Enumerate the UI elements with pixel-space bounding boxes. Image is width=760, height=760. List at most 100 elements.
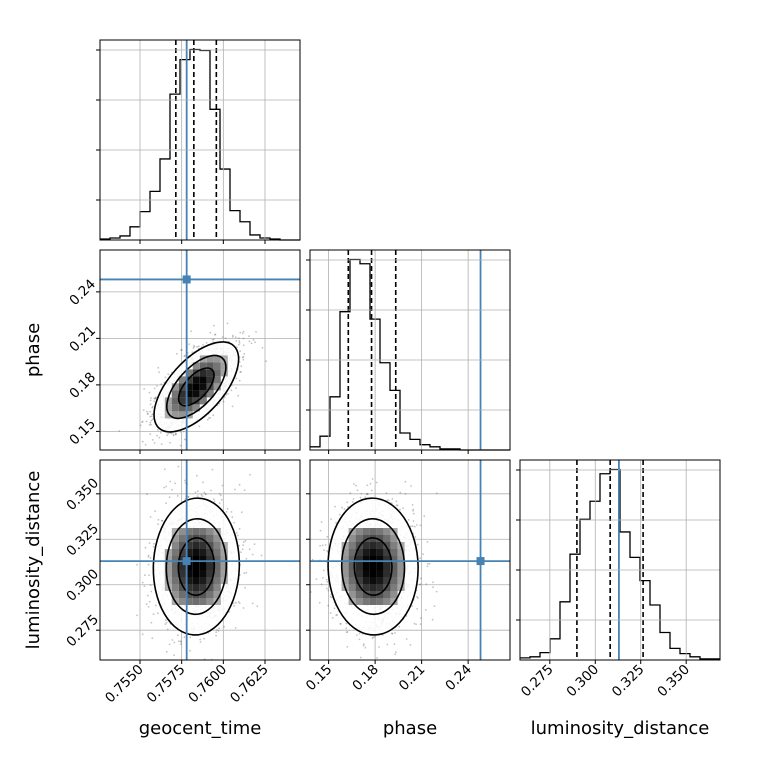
scatter-geocent-time-vs-phase-point (153, 400, 156, 403)
scatter-geocent-time-vs-luminosity-distance-density-cell (171, 535, 179, 542)
scatter-geocent-time-vs-luminosity-distance-point (147, 563, 150, 566)
scatter-geocent-time-vs-luminosity-distance-point (203, 637, 206, 640)
xtick-label-geocent-time-2: 0.7600 (185, 662, 230, 707)
scatter-geocent-time-vs-phase-density-cell (220, 355, 228, 363)
scatter-geocent-time-vs-luminosity-distance-point (180, 643, 182, 646)
scatter-geocent-time-vs-luminosity-distance-point (157, 523, 160, 526)
scatter-geocent-time-vs-luminosity-distance-density-cell (213, 591, 221, 598)
scatter-geocent-time-vs-luminosity-distance-point (147, 606, 150, 608)
scatter-geocent-time-vs-phase-density-cell (185, 369, 193, 377)
scatter-geocent-time-vs-phase-point (154, 396, 157, 399)
scatter-geocent-time-vs-phase-point (240, 365, 243, 368)
scatter-geocent-time-vs-luminosity-distance-density-cell (213, 577, 221, 584)
scatter-geocent-time-vs-phase-density-cell (171, 397, 179, 405)
scatter-geocent-time-vs-luminosity-distance-point (165, 650, 168, 653)
ytick-label-luminosity-distance-0: 0.275 (63, 612, 102, 651)
scatter-phase-vs-luminosity-distance-point (319, 529, 322, 532)
scatter-phase-vs-luminosity-distance-point (371, 637, 374, 640)
scatter-geocent-time-vs-luminosity-distance-point (184, 479, 186, 482)
scatter-geocent-time-vs-phase-point (170, 432, 173, 435)
scatter-geocent-time-vs-luminosity-distance-point (249, 473, 252, 476)
scatter-geocent-time-vs-luminosity-distance-point (148, 600, 151, 603)
scatter-phase-vs-luminosity-distance-points (310, 460, 510, 660)
scatter-geocent-time-vs-luminosity-distance-density-cell (185, 549, 193, 556)
scatter-geocent-time-vs-phase-point (242, 355, 245, 358)
scatter-geocent-time-vs-phase-point (149, 410, 152, 413)
scatter-geocent-time-vs-phase-point (156, 434, 159, 437)
scatter-geocent-time-vs-luminosity-distance-density-cell (199, 542, 207, 549)
scatter-geocent-time-vs-luminosity-distance-density-cell (171, 591, 179, 598)
xtick-label-luminosity-distance-0: 0.275 (518, 662, 557, 701)
scatter-geocent-time-vs-phase-density-cell (192, 383, 200, 391)
scatter-geocent-time-vs-phase-density-cell (192, 376, 200, 384)
scatter-geocent-time-vs-phase-point (151, 413, 154, 416)
scatter-geocent-time-vs-phase-point (149, 415, 152, 418)
scatter-geocent-time-vs-phase-point (238, 379, 241, 382)
scatter-geocent-time-vs-phase-point (192, 344, 195, 347)
scatter-geocent-time-vs-phase-density-cell (199, 376, 207, 384)
scatter-phase-vs-luminosity-distance-point (311, 558, 314, 561)
scatter-geocent-time-vs-phase-density-cell (178, 411, 186, 419)
xtick-label-geocent-time-0: 0.7550 (102, 662, 147, 707)
scatter-geocent-time-vs-luminosity-distance-point (152, 613, 155, 616)
scatter-geocent-time-vs-luminosity-distance-point (164, 619, 167, 622)
scatter-geocent-time-vs-phase-point (151, 405, 154, 408)
scatter-phase-vs-luminosity-distance-point (428, 563, 431, 565)
scatter-phase-vs-luminosity-distance-point (360, 492, 363, 495)
xtick-label-luminosity-distance-2: 0.325 (609, 662, 648, 701)
scatter-geocent-time-vs-luminosity-distance-point (242, 544, 245, 546)
scatter-geocent-time-vs-phase-point (221, 336, 224, 338)
scatter-geocent-time-vs-luminosity-distance-density-cell (178, 528, 186, 535)
scatter-geocent-time-vs-phase-point (158, 371, 161, 374)
scatter-phase-vs-luminosity-distance-point (413, 622, 416, 625)
scatter-geocent-time-vs-luminosity-distance-density-cell (206, 591, 214, 598)
scatter-geocent-time-vs-luminosity-distance-point (238, 527, 241, 530)
scatter-geocent-time-vs-luminosity-distance-point (216, 629, 218, 631)
hist-geocent-time-frame (99, 39, 301, 241)
scatter-geocent-time-vs-luminosity-distance-density-cell (206, 528, 214, 535)
scatter-geocent-time-vs-phase-point (227, 392, 229, 395)
scatter-geocent-time-vs-phase-point (176, 352, 178, 355)
scatter-geocent-time-vs-phase-point (209, 417, 212, 419)
scatter-phase-vs-luminosity-distance-point (386, 643, 389, 646)
hist-geocent-time-steps (100, 48, 300, 241)
scatter-geocent-time-vs-luminosity-distance-point (199, 638, 202, 641)
scatter-phase-vs-luminosity-distance-point (416, 524, 418, 526)
scatter-geocent-time-vs-phase-point (212, 414, 215, 417)
scatter-geocent-time-vs-phase-point (248, 335, 250, 337)
scatter-geocent-time-vs-phase-point (238, 341, 241, 344)
scatter-geocent-time-vs-phase-point (261, 346, 264, 349)
scatter-geocent-time-vs-luminosity-distance-density-cell (192, 577, 200, 584)
xtick-label-geocent-time-3: 0.7625 (227, 662, 272, 707)
scatter-phase-vs-luminosity-distance-point (413, 525, 416, 528)
scatter-geocent-time-vs-luminosity-distance-density-cell (185, 598, 193, 605)
scatter-geocent-time-vs-luminosity-distance-density-cell (185, 528, 193, 535)
scatter-geocent-time-vs-phase-density-cell (213, 369, 221, 377)
scatter-geocent-time-vs-luminosity-distance-point (241, 548, 244, 551)
scatter-geocent-time-vs-luminosity-distance-density-cell (192, 584, 200, 591)
scatter-phase-vs-luminosity-distance-point (415, 623, 417, 626)
scatter-phase-vs-luminosity-distance-point (416, 543, 419, 546)
scatter-geocent-time-vs-luminosity-distance-point (244, 586, 247, 589)
scatter-geocent-time-vs-phase-density-cell (164, 404, 172, 412)
scatter-geocent-time-vs-luminosity-distance-point (235, 601, 237, 604)
scatter-geocent-time-vs-luminosity-distance-point (165, 502, 168, 504)
hist-luminosity-distance-panel (520, 460, 720, 660)
scatter-geocent-time-vs-phase-point (181, 349, 183, 351)
scatter-geocent-time-vs-luminosity-distance-point (248, 548, 251, 551)
scatter-geocent-time-vs-phase-point (166, 434, 169, 437)
scatter-geocent-time-vs-phase-density-cell (185, 383, 193, 391)
scatter-phase-vs-luminosity-distance-point (395, 500, 398, 503)
hist-phase-panel (310, 250, 510, 451)
scatter-geocent-time-vs-luminosity-distance-point (230, 511, 233, 513)
scatter-geocent-time-vs-luminosity-distance-point (221, 484, 224, 487)
scatter-geocent-time-vs-luminosity-distance-density-cell (178, 570, 186, 577)
scatter-geocent-time-vs-luminosity-distance-point (215, 631, 218, 633)
scatter-geocent-time-vs-luminosity-distance-point (157, 612, 159, 614)
scatter-geocent-time-vs-phase-density-cell (220, 362, 228, 370)
scatter-geocent-time-vs-phase-point (157, 366, 160, 369)
scatter-geocent-time-vs-phase-point (141, 420, 144, 423)
scatter-geocent-time-vs-luminosity-distance-density-cell (192, 528, 200, 535)
scatter-geocent-time-vs-luminosity-distance-point (183, 636, 186, 638)
scatter-geocent-time-vs-luminosity-distance-frame (99, 459, 301, 661)
